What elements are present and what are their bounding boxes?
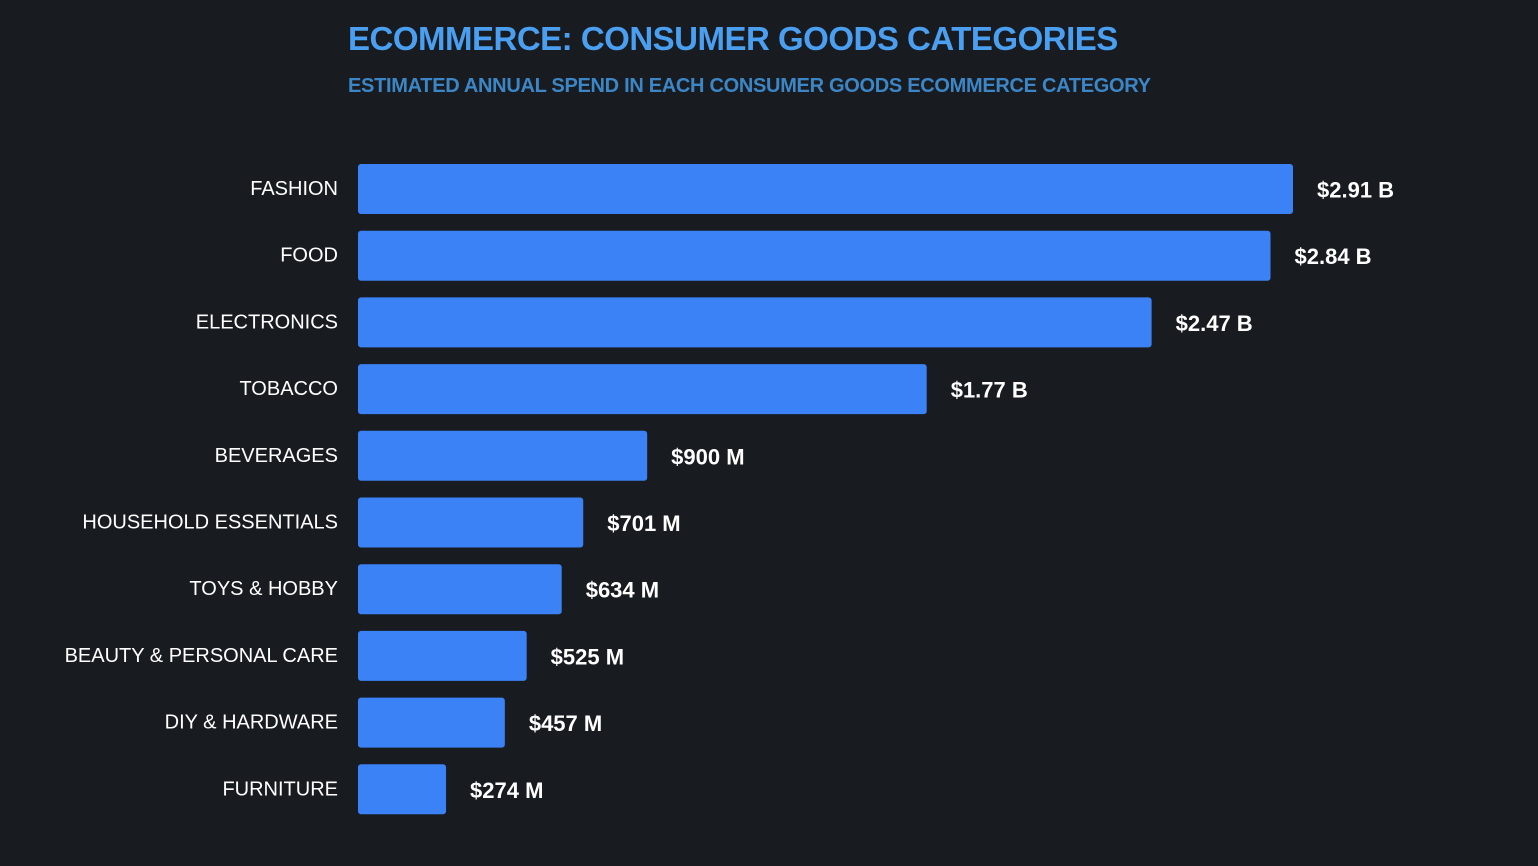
value-label: $457 M bbox=[529, 711, 602, 736]
value-label: $525 M bbox=[551, 644, 624, 669]
category-label: FASHION bbox=[250, 178, 338, 200]
bar-7 bbox=[358, 630, 527, 681]
bar-9 bbox=[358, 764, 447, 815]
category-labels: FASHION FOOD ELECTRONICS TOBACCO BEVERAGES HO… bbox=[65, 178, 338, 800]
bar-0 bbox=[358, 164, 1293, 214]
bar-1 bbox=[358, 230, 1271, 281]
bars-layer bbox=[358, 164, 1293, 815]
chart-title: ECOMMERCE: CONSUMER GOODS CATEGORIES bbox=[348, 20, 1118, 57]
value-label: $2.84 B bbox=[1295, 244, 1372, 269]
category-label: TOBACCO bbox=[239, 378, 338, 400]
chart-subtitle: ESTIMATED ANNUAL SPEND IN EACH CONSUMER … bbox=[348, 75, 1151, 97]
category-label: TOYS & HOBBY bbox=[189, 578, 338, 600]
bar-8 bbox=[358, 697, 505, 748]
category-label: BEVERAGES bbox=[215, 445, 338, 467]
bar-4 bbox=[358, 430, 648, 481]
category-label: FURNITURE bbox=[222, 778, 338, 800]
value-label: $274 M bbox=[470, 778, 543, 803]
value-label: $2.47 B bbox=[1176, 311, 1253, 336]
bar-2 bbox=[358, 297, 1152, 348]
category-label: ELECTRONICS bbox=[196, 311, 338, 333]
category-label: BEAUTY & PERSONAL CARE bbox=[65, 645, 338, 667]
value-labels: $2.91 B $2.84 B $2.47 B $1.77 B $900 M $701 M… bbox=[470, 178, 1394, 803]
category-label: HOUSEHOLD ESSENTIALS bbox=[82, 512, 338, 534]
value-label: $2.91 B bbox=[1317, 178, 1394, 203]
value-label: $1.77 B bbox=[951, 378, 1028, 403]
bar-6 bbox=[358, 564, 562, 615]
value-label: $701 M bbox=[607, 511, 680, 536]
bar-5 bbox=[358, 497, 584, 548]
value-label: $634 M bbox=[586, 578, 659, 603]
category-label: DIY & HARDWARE bbox=[165, 712, 338, 734]
category-label: FOOD bbox=[280, 245, 338, 267]
value-label: $900 M bbox=[671, 444, 744, 469]
bar-3 bbox=[358, 364, 927, 415]
